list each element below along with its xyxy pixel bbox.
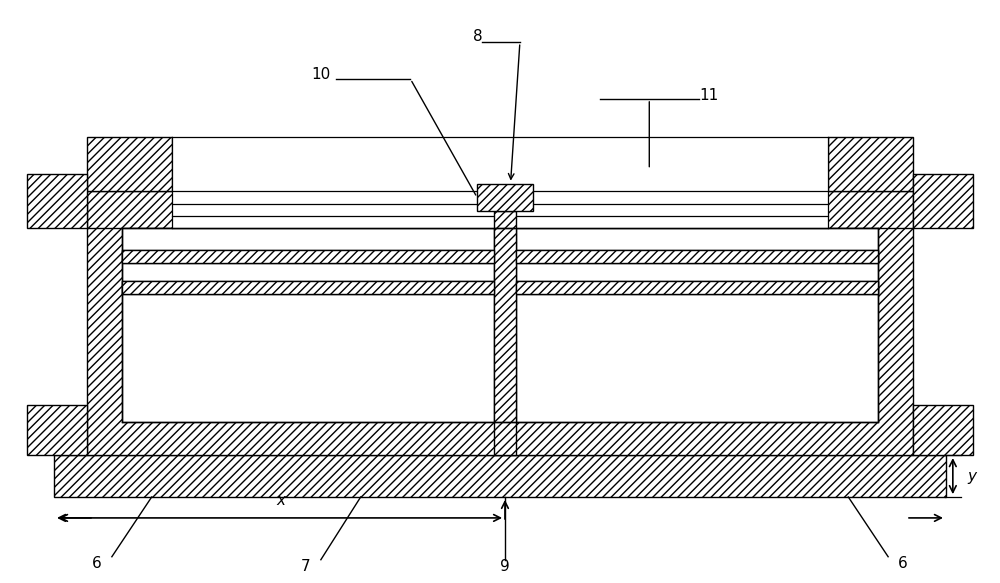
Bar <box>516 250 878 263</box>
Bar <box>87 191 913 455</box>
Bar <box>477 184 533 212</box>
Bar <box>494 212 516 455</box>
Bar <box>27 174 87 229</box>
Bar <box>122 229 878 422</box>
Text: 8: 8 <box>473 29 483 44</box>
Text: x: x <box>276 493 285 508</box>
Text: 6: 6 <box>92 556 102 571</box>
Bar <box>27 405 87 455</box>
Text: 9: 9 <box>500 559 510 574</box>
Bar <box>122 250 494 263</box>
Bar <box>828 137 913 191</box>
Bar <box>494 229 516 422</box>
Bar <box>87 191 913 229</box>
Bar <box>913 405 973 455</box>
Bar <box>516 281 878 294</box>
Bar <box>494 229 516 422</box>
Bar <box>122 281 494 294</box>
Text: 10: 10 <box>311 66 330 82</box>
Bar <box>172 137 828 229</box>
Bar <box>516 281 878 294</box>
Text: 6: 6 <box>898 556 908 571</box>
Text: y: y <box>968 469 977 484</box>
Bar <box>516 250 878 263</box>
Text: 11: 11 <box>699 89 719 103</box>
Bar <box>54 455 946 497</box>
Text: 7: 7 <box>301 559 311 574</box>
Bar <box>122 250 494 263</box>
Bar <box>913 174 973 229</box>
Bar <box>122 281 494 294</box>
Bar <box>87 137 172 191</box>
